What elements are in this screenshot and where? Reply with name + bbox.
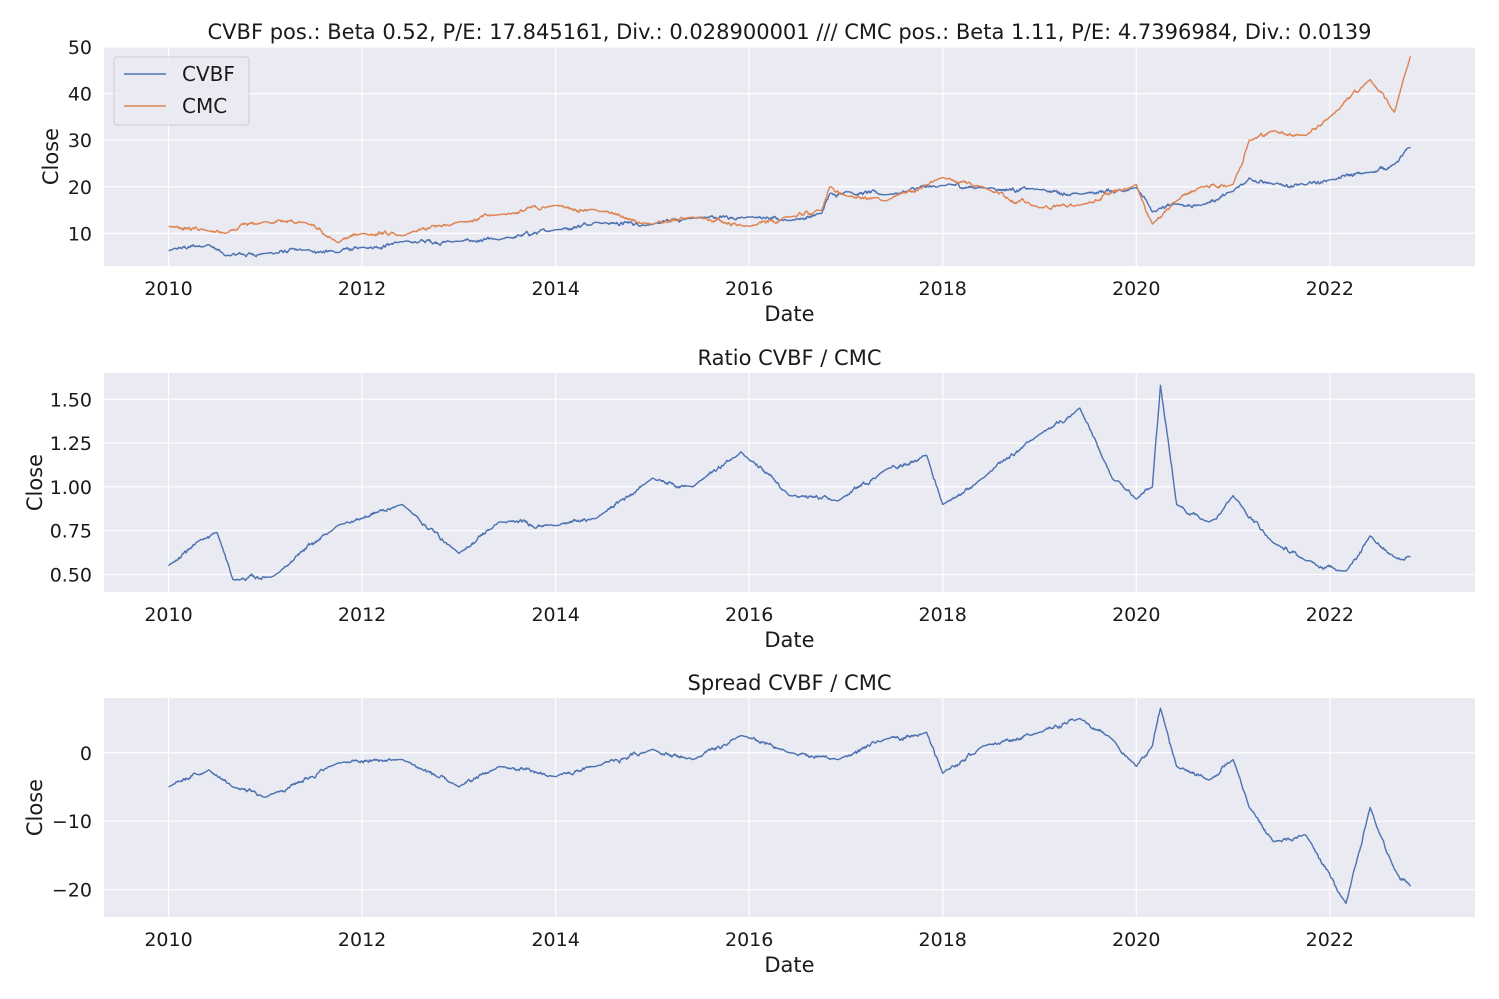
legend-label-cmc: CMC <box>182 94 227 118</box>
price-x-ticks: 2010 2012 2014 2016 2018 2020 2022 <box>144 278 1354 300</box>
ratio-y-tick-label: 1.25 <box>50 433 92 455</box>
price-lines <box>168 56 1412 258</box>
spread-y-tick-label: −20 <box>52 880 92 902</box>
spread-chart-title: Spread CVBF / CMC <box>687 671 891 695</box>
price-legend: CVBF CMC <box>113 56 250 126</box>
ratio-y-ticks: 0.50 0.75 1.00 1.25 1.50 <box>50 389 92 586</box>
ratio-chart-title: Ratio CVBF / CMC <box>698 346 882 370</box>
price-x-tick-label: 2020 <box>1112 278 1160 300</box>
series-line-spread <box>168 707 1412 904</box>
price-x-tick-label: 2022 <box>1306 278 1354 300</box>
ratio-x-tick-label: 2016 <box>725 604 773 626</box>
spread-panel: 2010 2012 2014 2016 2018 2020 2022 −20 −10 0 Spr… <box>23 671 1475 977</box>
series-line-cvbf <box>168 146 1411 258</box>
ratio-x-ticks: 2010 2012 2014 2016 2018 2020 2022 <box>144 604 1354 626</box>
legend-label-cvbf: CVBF <box>182 62 235 86</box>
price-y-axis-label: Close <box>39 128 63 185</box>
price-x-tick-label: 2014 <box>531 278 579 300</box>
spread-y-ticks: −20 −10 0 <box>52 743 92 902</box>
price-plot-area <box>104 47 1475 266</box>
price-y-tick-label: 40 <box>68 84 92 106</box>
spread-x-axis-label: Date <box>764 953 814 977</box>
price-x-tick-label: 2018 <box>919 278 967 300</box>
price-panel: 2010 2012 2014 2016 2018 2020 2022 1020304050 … <box>39 20 1475 326</box>
spread-x-tick-label: 2012 <box>338 929 386 951</box>
ratio-x-tick-label: 2020 <box>1112 604 1160 626</box>
ratio-x-tick-label: 2018 <box>919 604 967 626</box>
ratio-y-tick-label: 1.00 <box>50 477 92 499</box>
ratio-panel: 2010 2012 2014 2016 2018 2020 2022 0.50 0.75 1.0… <box>23 346 1475 652</box>
ratio-x-tick-label: 2022 <box>1306 604 1354 626</box>
price-y-ticks: 10 20 30 40 50 <box>68 37 92 245</box>
price-x-tick-label: 2012 <box>338 278 386 300</box>
ratio-y-tick-label: 0.50 <box>50 564 92 586</box>
spread-y-axis-label: Close <box>23 779 47 836</box>
ratio-x-tick-label: 2012 <box>338 604 386 626</box>
spread-x-tick-label: 2014 <box>531 929 579 951</box>
price-x-tick-label: 2016 <box>725 278 773 300</box>
spread-x-tick-label: 2020 <box>1112 929 1160 951</box>
ratio-x-axis-label: Date <box>764 628 814 652</box>
spread-y-tick-label: 0 <box>80 743 92 765</box>
ratio-plot-area <box>104 373 1475 592</box>
series-line-cmc <box>168 56 1412 244</box>
spread-x-tick-label: 2022 <box>1306 929 1354 951</box>
price-y-tick-label: 50 <box>68 37 92 59</box>
price-grid <box>104 46 1475 266</box>
spread-x-tick-label: 2018 <box>919 929 967 951</box>
ratio-x-tick-label: 2010 <box>144 604 192 626</box>
spread-x-tick-label: 2016 <box>725 929 773 951</box>
price-y-tick-label: 30 <box>68 130 92 152</box>
spread-plot-area <box>104 698 1475 917</box>
price-x-tick-label: 2010 <box>144 278 192 300</box>
price-chart-title: CVBF pos.: Beta 0.52, P/E: 17.845161, Di… <box>208 20 1372 44</box>
spread-x-ticks: 2010 2012 2014 2016 2018 2020 2022 <box>144 929 1354 951</box>
spread-lines <box>168 707 1412 904</box>
ratio-y-axis-label: Close <box>23 454 47 511</box>
ratio-y-tick-label: 0.75 <box>50 521 92 543</box>
price-x-axis-label: Date <box>764 302 814 326</box>
ratio-lines <box>168 384 1411 582</box>
ratio-y-tick-label: 1.50 <box>50 389 92 411</box>
spread-y-tick-label: −10 <box>52 811 92 833</box>
series-line-ratio <box>168 384 1411 582</box>
price-y-tick-label: 20 <box>68 177 92 199</box>
spread-x-tick-label: 2010 <box>144 929 192 951</box>
ratio-x-tick-label: 2014 <box>531 604 579 626</box>
price-y-tick-label: 10 <box>68 223 92 245</box>
